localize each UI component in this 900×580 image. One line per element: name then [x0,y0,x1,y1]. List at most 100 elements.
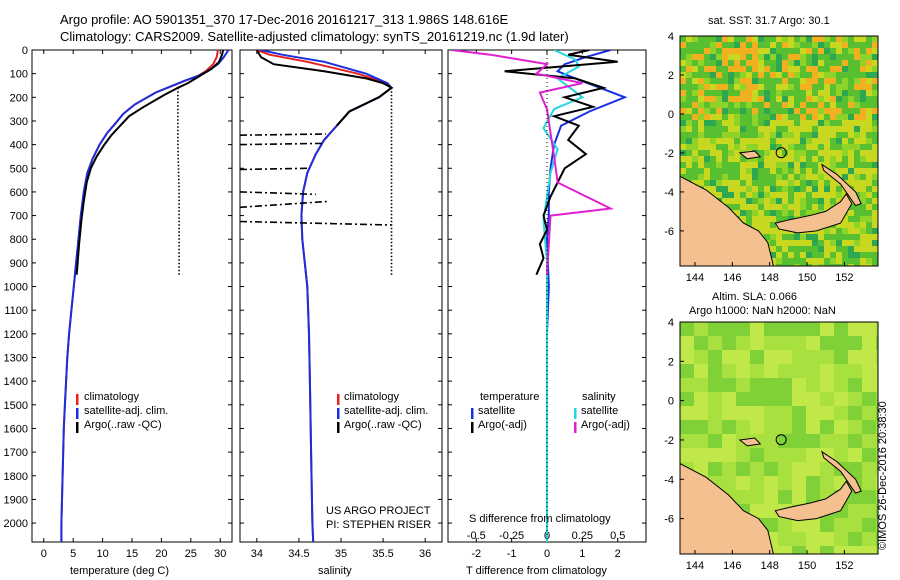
map-cell [830,96,837,103]
map-cell [764,150,771,157]
depth-tick-label: 300 [10,116,28,128]
map-cell [818,246,825,253]
map-cell [806,120,813,127]
map-cell [848,228,855,235]
map-cell [834,392,849,407]
map-cell [722,392,737,407]
map-cell [860,150,867,157]
map-cell [728,72,735,79]
map-cell [740,168,747,175]
map-cell [692,36,699,43]
map-cell [734,138,741,145]
map-cell [854,174,861,181]
temp-legend-swatch [76,408,79,419]
map-cell [800,150,807,157]
map-cell [800,162,807,169]
map-cell [820,420,835,435]
map-cell [770,42,777,49]
map-cell [728,150,735,157]
map-cell [860,138,867,145]
map-cell [794,138,801,145]
map-cell [818,60,825,67]
map-cell [794,192,801,199]
map-cell [848,322,863,337]
map-cell [728,108,735,115]
map-cell [830,198,837,205]
map-cell [734,120,741,127]
map-cell [866,60,873,67]
map-cell [758,156,765,163]
map-cell [806,378,821,393]
map-cell [776,144,783,151]
map-cell [806,72,813,79]
depth-tick-label: 500 [10,163,28,175]
map-cell [806,420,821,435]
map-cell [866,216,873,223]
map-cell [722,78,729,85]
temperature-series-group [60,50,230,542]
map-cell [848,180,855,187]
map-cell [764,322,779,337]
sal-legend-satellite: satellite-adj. clim. [344,405,429,417]
annotation-project: US ARGO PROJECT [326,505,431,517]
map-cell [758,96,765,103]
map-cell [854,102,861,109]
map-cell [782,36,789,43]
map-cell [842,156,849,163]
map-cell [758,168,765,175]
map-cell [834,364,849,379]
map-cell [800,234,807,241]
map-cell [758,132,765,139]
map-cell [812,174,819,181]
annotation-pi: PI: STEPHEN RISER [326,519,432,531]
map-cell [818,96,825,103]
map-cell [680,144,687,151]
map-cell [866,84,873,91]
map-cell [848,42,855,49]
map-cell [680,84,687,91]
map-cell [734,102,741,109]
map-cell [872,78,878,85]
map-cell [776,156,783,163]
map-cell [848,144,855,151]
map-cell [830,36,837,43]
map-cell [734,54,741,61]
map-cell [758,216,765,223]
map-cell [692,138,699,145]
map-cell [764,60,771,67]
map-cell [866,54,873,61]
salinity-xtick-label: 35 [335,548,347,560]
map-cell [800,252,807,259]
map-cell [812,258,819,265]
map-cell [782,180,789,187]
map-cell [722,60,729,67]
map-cell [848,102,855,109]
sst-map-frame [679,35,879,267]
map-cell [746,168,753,175]
map-cell [770,210,777,217]
map-cell [818,54,825,61]
map-cell [876,350,878,365]
map-cell [764,132,771,139]
map-cell [788,258,795,265]
map-cell [824,72,831,79]
map-cell [692,42,699,49]
map-cell [750,322,765,337]
map-cell [788,246,795,253]
map-cell [818,240,825,247]
sst-map-field [680,36,878,266]
difference-xtick2-label: 0.5 [610,530,625,542]
depth-tick-label: 1300 [4,353,28,365]
map-cell [686,102,693,109]
map-cell [848,240,855,247]
map-cell [770,78,777,85]
salinity-series-group [240,50,394,542]
map-cell [782,258,789,265]
salinity-xtick-label: 34.5 [288,548,309,560]
difference-series-group [451,50,628,542]
map-cell [824,228,831,235]
map-cell [710,108,717,115]
map-cell [806,476,821,491]
sla-map-ytick-label: -2 [664,435,674,447]
map-cell [782,144,789,151]
